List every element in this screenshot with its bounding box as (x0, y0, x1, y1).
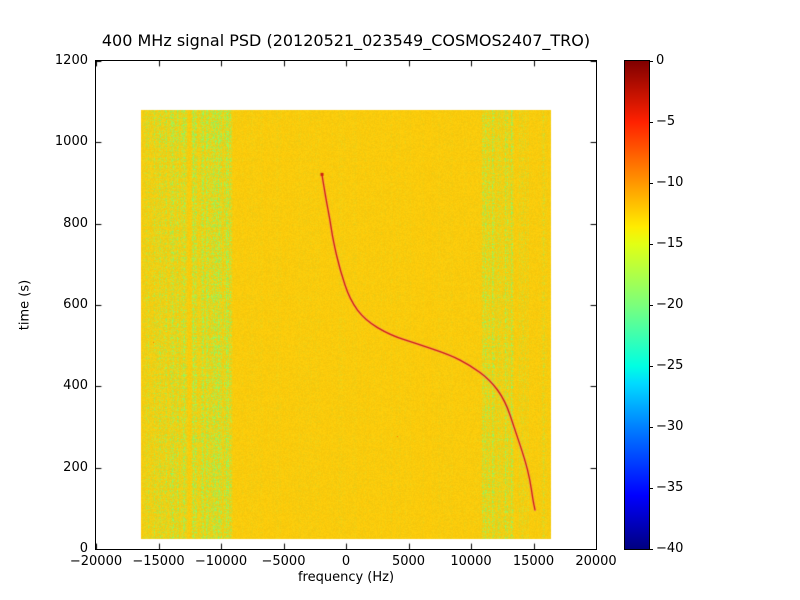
colorbar-tick-mark (649, 244, 653, 245)
colorbar-tick-label: −30 (656, 419, 684, 434)
colorbar-tick-label: −15 (656, 236, 684, 251)
x-tick-label: 10000 (450, 554, 492, 569)
colorbar-tick-mark (649, 366, 653, 367)
y-tick-label: 1000 (54, 134, 88, 150)
y-tick-label: 0 (79, 541, 88, 556)
colorbar-gradient (625, 61, 649, 549)
plot-area (95, 60, 597, 550)
x-axis-label: frequency (Hz) (297, 570, 395, 585)
x-tick-label: 0 (341, 554, 351, 569)
colorbar-tick-mark (649, 549, 653, 550)
x-tick-label: −10000 (194, 554, 248, 569)
y-tick-label: 800 (63, 215, 88, 231)
x-tick-label: 20000 (575, 554, 617, 569)
x-tick-label: −20000 (69, 554, 123, 569)
colorbar-tick-mark (649, 305, 653, 306)
colorbar-tick-label: −20 (656, 297, 684, 312)
y-tick-label: 200 (63, 459, 88, 475)
colorbar-tick-label: −5 (656, 114, 676, 129)
colorbar-tick-mark (649, 183, 653, 184)
colorbar-tick-mark (649, 61, 653, 62)
colorbar-tick-mark (649, 488, 653, 489)
x-tick-label: −5000 (261, 554, 306, 569)
x-tick-label: 15000 (512, 554, 555, 569)
colorbar-tick-label: −10 (656, 175, 684, 190)
colorbar-tick-label: 0 (656, 53, 665, 68)
heatmap-canvas (96, 61, 596, 549)
x-tick-label: 5000 (391, 554, 426, 569)
colorbar-tick-label: −25 (656, 358, 684, 373)
plot-title: 400 MHz signal PSD (20120521_023549_COSM… (101, 31, 591, 50)
x-tick-label: −15000 (132, 554, 185, 569)
colorbar (624, 60, 650, 550)
y-tick-label: 600 (63, 297, 88, 312)
y-tick-label: 400 (63, 378, 88, 394)
y-tick-label: 1200 (54, 53, 88, 68)
colorbar-tick-label: −35 (656, 480, 684, 495)
colorbar-tick-mark (649, 122, 653, 123)
colorbar-tick-mark (649, 427, 653, 428)
colorbar-tick-label: −40 (656, 541, 684, 556)
